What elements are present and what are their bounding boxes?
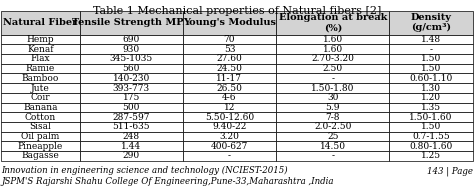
Text: Table 1 Mechanical properties of Natural fibers [2]: Table 1 Mechanical properties of Natural… [93,6,381,16]
Text: 143 | Page: 143 | Page [427,166,473,176]
Text: Innovation in engineering science and technology (NCIEST-2015): Innovation in engineering science and te… [1,166,288,175]
Text: JSPM'S Rajarshi Shahu College Of Engineering,Pune-33,Maharashtra ,India: JSPM'S Rajarshi Shahu College Of Enginee… [1,177,334,186]
